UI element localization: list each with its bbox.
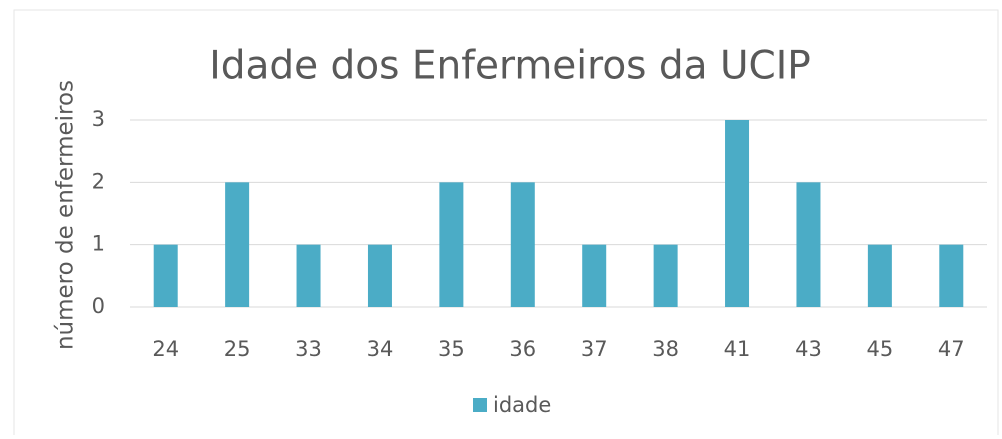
chart-title: Idade dos Enfermeiros da UCIP [209, 44, 811, 89]
x-tick-label: 37 [581, 337, 608, 361]
x-tick-label: 43 [795, 337, 822, 361]
x-tick-label: 47 [938, 337, 965, 361]
x-tick-label: 38 [652, 337, 679, 361]
y-tick-label: 1 [92, 232, 105, 256]
bar [582, 244, 607, 307]
bar [867, 244, 892, 307]
bar [796, 182, 821, 307]
y-tick-label: 0 [92, 294, 105, 318]
chart-frame [13, 9, 999, 439]
bar [653, 244, 678, 307]
bar [153, 244, 178, 307]
bar [296, 244, 321, 307]
x-tick-label: 45 [867, 337, 894, 361]
x-tick-label: 36 [509, 337, 536, 361]
x-tick-label: 25 [224, 337, 251, 361]
bar [439, 182, 464, 307]
x-tick-label: 41 [724, 337, 751, 361]
bar [225, 182, 250, 307]
x-tick-label: 33 [295, 337, 322, 361]
y-tick-label: 3 [92, 107, 105, 131]
y-axis-label: número de enfermeiros [53, 80, 79, 350]
bar [939, 244, 964, 307]
y-tick-label: 2 [92, 169, 105, 193]
bar [510, 182, 535, 307]
legend-label: idade [493, 393, 551, 417]
bar [367, 244, 392, 307]
x-tick-label: 35 [438, 337, 465, 361]
x-tick-label: 24 [152, 337, 179, 361]
x-tick-label: 34 [367, 337, 394, 361]
bar [725, 120, 750, 307]
legend-swatch [473, 398, 487, 412]
